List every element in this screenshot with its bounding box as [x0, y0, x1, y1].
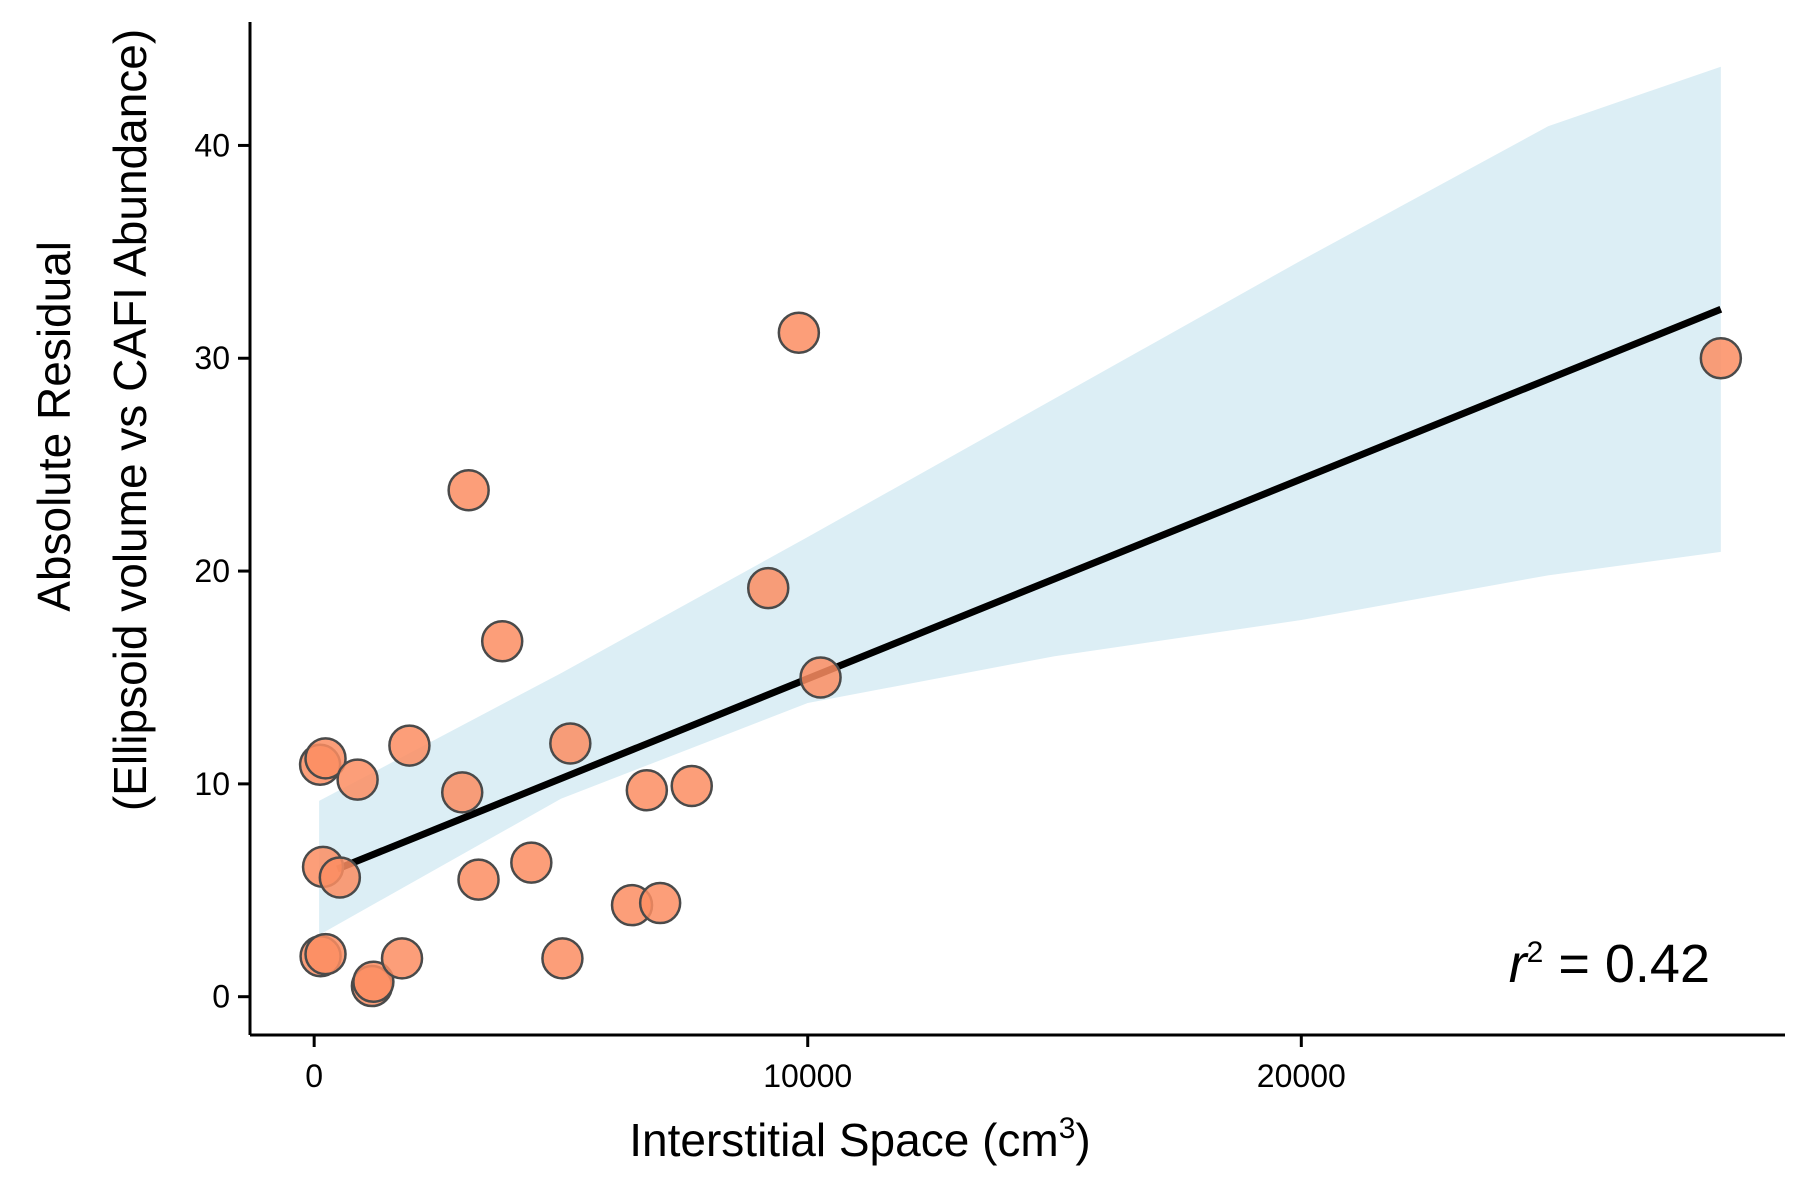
data-point: [638, 881, 682, 925]
confidence-band: [319, 66, 1721, 935]
confidence-band-layer: [319, 66, 1721, 935]
data-point: [336, 758, 379, 801]
data-point: [510, 841, 553, 884]
x-ticks: 0 10000 20000: [305, 1035, 1346, 1094]
y-ticks: 0 10 20 30 40: [194, 127, 250, 1015]
y-tick-label: 40: [194, 127, 230, 163]
fit-line-layer: [336, 306, 1723, 873]
x-tick-label: 10000: [763, 1058, 852, 1094]
data-point: [549, 722, 592, 765]
y-axis-title: Absolute Residual (Ellipsoid volume vs C…: [28, 29, 156, 811]
data-point: [352, 960, 395, 1004]
data-point: [670, 764, 713, 808]
x-tick-label: 20000: [1257, 1058, 1346, 1094]
regression-line: [336, 306, 1723, 873]
y-tick-label: 30: [194, 340, 230, 376]
data-point: [799, 656, 842, 699]
data-point: [318, 856, 362, 899]
data-point: [388, 724, 431, 767]
x-axis-title: Interstitial Space (cm3): [629, 1112, 1091, 1166]
axes-layer: [248, 22, 1785, 1037]
data-point: [746, 566, 790, 610]
data-point: [777, 311, 821, 354]
y-axis-title-line1: Absolute Residual: [28, 241, 80, 612]
data-point: [625, 769, 669, 812]
y-tick-label: 20: [194, 553, 230, 589]
y-axis-title-line2: (Ellipsoid volume vs CAFI Abundance): [104, 29, 156, 811]
data-point: [440, 771, 484, 814]
x-tick-label: 0: [305, 1058, 323, 1094]
r-squared-annotation: r2 = 0.42: [1509, 934, 1710, 994]
data-point: [480, 620, 524, 663]
data-point: [304, 932, 347, 976]
data-point: [304, 737, 347, 780]
data-point: [541, 937, 584, 980]
data-point: [457, 858, 500, 901]
data-point: [380, 937, 424, 980]
y-tick-label: 0: [212, 979, 230, 1015]
data-point: [447, 468, 490, 512]
y-tick-label: 10: [194, 766, 230, 802]
points-layer: [298, 311, 1743, 1008]
data-point: [1699, 336, 1743, 380]
